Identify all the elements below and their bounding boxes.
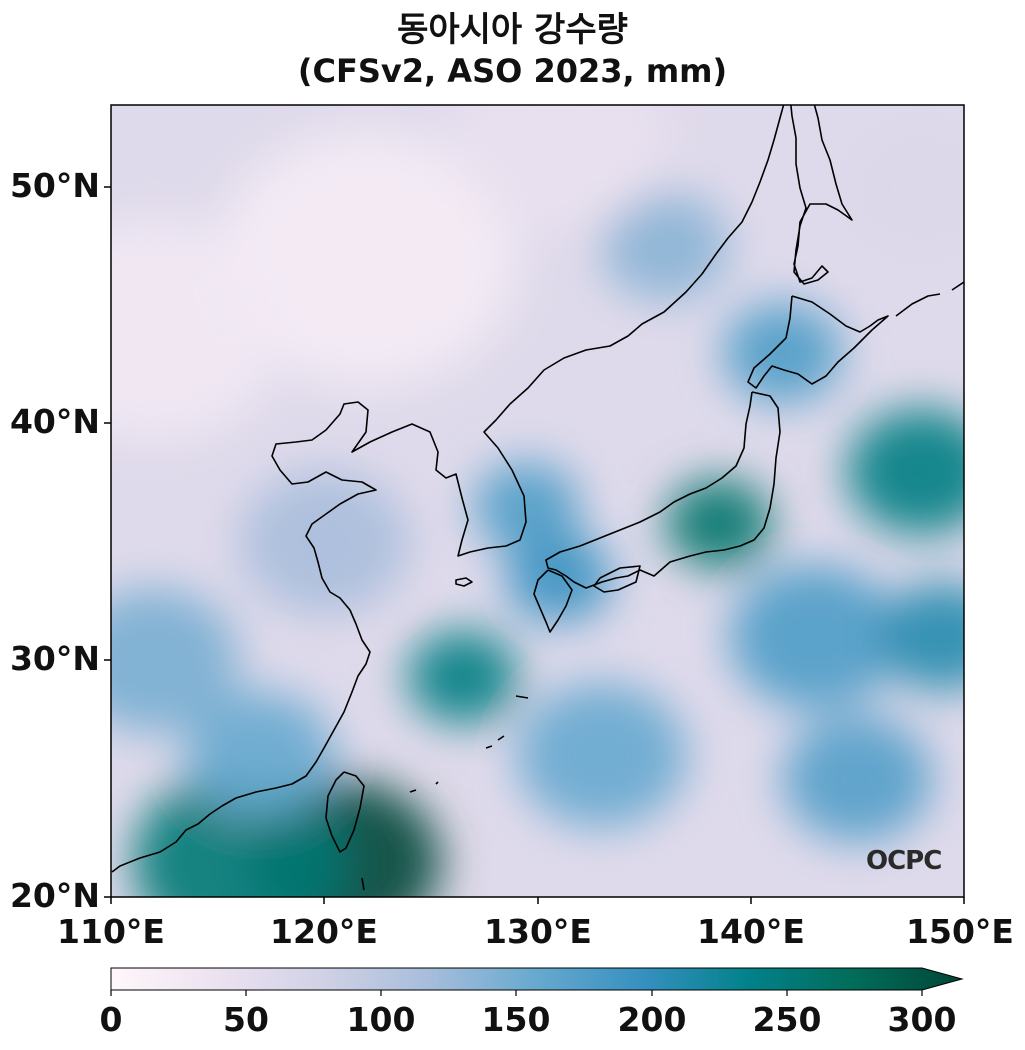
- precip-blob: [217, 131, 517, 386]
- mainland-coast: [111, 105, 785, 873]
- colorbar-tick-200: 200: [617, 1000, 687, 1039]
- ocpc-watermark: OCPC: [866, 846, 942, 876]
- precip-blob: [782, 715, 933, 843]
- lon-label-120e: 120°E: [270, 912, 378, 951]
- shikoku-coast: [593, 565, 641, 593]
- precip-blob: [846, 408, 964, 535]
- axis-ticks: [104, 186, 965, 904]
- precip-blob: [665, 478, 773, 569]
- ryukyu-islands: [361, 695, 529, 891]
- colorbar-tick-0: 0: [99, 1000, 123, 1039]
- precip-blob: [452, 105, 666, 232]
- kuril-islands: [895, 281, 964, 317]
- colorbar-tick-300: 300: [887, 1000, 957, 1039]
- precip-blob: [601, 192, 730, 302]
- sakhalin-coast: [790, 105, 853, 285]
- lon-label-140e: 140°E: [697, 912, 805, 951]
- precip-blob: [723, 302, 843, 404]
- jeju-coast: [455, 577, 473, 587]
- colorbar-tick-50: 50: [223, 1000, 269, 1039]
- colorbar-tick-100: 100: [346, 1000, 416, 1039]
- precip-blob: [505, 532, 613, 624]
- map-title: 동아시아 강수량: [397, 10, 628, 50]
- lon-label-150e: 150°E: [906, 912, 1014, 951]
- precip-blob: [878, 582, 964, 692]
- kyushu-coast: [533, 569, 573, 633]
- lat-label-40n: 40°N: [9, 402, 100, 441]
- precip-blob: [836, 115, 964, 261]
- precip-blob: [407, 630, 519, 725]
- precip-blob: [516, 682, 687, 828]
- lon-label-110e: 110°E: [57, 912, 165, 951]
- precip-blob: [729, 564, 901, 710]
- lon-label-130e: 130°E: [484, 912, 592, 951]
- colorbar: [110, 967, 964, 996]
- precip-blob: [185, 691, 335, 819]
- lat-label-20n: 20°N: [9, 876, 100, 915]
- precip-blob: [473, 461, 581, 553]
- coastlines: [111, 105, 964, 891]
- hokkaido-coast: [747, 295, 889, 389]
- taiwan-coast: [325, 771, 365, 853]
- precip-blob: [111, 220, 282, 439]
- colorbar-tick-250: 250: [752, 1000, 822, 1039]
- lat-label-30n: 30°N: [9, 639, 100, 678]
- colorbar-tick-150: 150: [481, 1000, 551, 1039]
- lat-label-50n: 50°N: [9, 166, 100, 205]
- precipitation-field: [111, 105, 964, 897]
- precip-blob: [111, 588, 239, 734]
- map-subtitle: (CFSv2, ASO 2023, mm): [297, 52, 728, 90]
- honshu-coast: [545, 391, 781, 589]
- precip-blob: [238, 469, 410, 615]
